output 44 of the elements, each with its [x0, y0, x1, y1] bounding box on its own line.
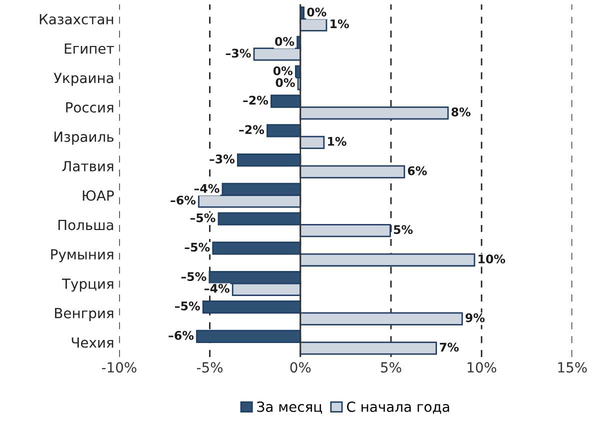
y-tick-label: Латвия: [62, 161, 114, 172]
data-label: 8%: [452, 108, 470, 116]
y-tick-label: Египет: [64, 43, 114, 54]
y-tick-label: Румыния: [51, 249, 114, 262]
x-tick-label: 0%: [290, 362, 311, 373]
y-tick-label: Польша: [58, 220, 114, 230]
legend-label: За месяц: [257, 401, 322, 414]
data-label: –3%: [226, 48, 251, 58]
data-label: –4%: [204, 284, 230, 293]
data-label: –5%: [190, 213, 216, 222]
y-tick-label: Украина: [54, 72, 114, 86]
data-label: –2%: [239, 125, 264, 134]
y-tick-label: Казахстан: [40, 14, 114, 24]
y-tick-label: Россия: [66, 102, 114, 113]
x-tick-label: 5%: [381, 362, 402, 373]
data-label: 0%: [307, 8, 326, 16]
data-label: 6%: [408, 166, 427, 176]
x-tick-label: 15%: [558, 362, 587, 373]
data-label: 0%: [275, 36, 294, 46]
legend-label: С начала года: [346, 401, 450, 414]
data-label: –2%: [243, 96, 268, 105]
x-tick-label: 10%: [468, 362, 496, 373]
data-label: 0%: [276, 78, 295, 88]
y-tick-label: Чехия: [72, 337, 114, 348]
y-tick-label: Израиль: [54, 132, 114, 145]
data-label: 5%: [394, 225, 413, 234]
x-tick-label: -10%: [102, 362, 136, 373]
x-tick-label: -5%: [196, 362, 223, 373]
data-label: –4%: [194, 184, 220, 193]
data-label: –5%: [184, 242, 210, 252]
data-label: 1%: [328, 136, 346, 146]
data-label: –3%: [210, 154, 235, 164]
data-label: 0%: [273, 66, 293, 76]
y-tick-label: Турция: [62, 278, 114, 292]
data-label: –5%: [175, 302, 200, 310]
data-label: –6%: [168, 330, 194, 340]
data-label: 10%: [478, 254, 506, 264]
y-tick-label: Венгрия: [55, 308, 114, 322]
data-label: 7%: [440, 342, 459, 352]
data-label: 9%: [466, 313, 485, 322]
data-label: 1%: [330, 19, 349, 28]
data-label: –6%: [170, 196, 196, 205]
y-tick-label: ЮАР: [82, 190, 114, 201]
data-label: –5%: [181, 272, 206, 282]
